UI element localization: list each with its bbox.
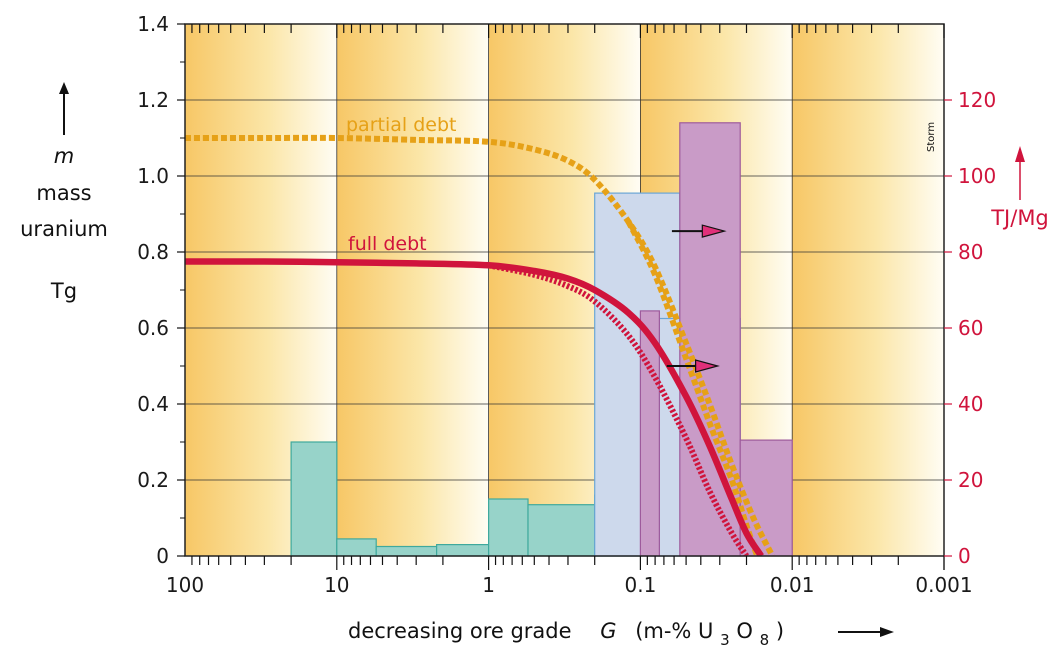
x-label-unit-open: (m-% U: [635, 619, 713, 643]
x-tick-label: 0.1: [624, 573, 656, 597]
y-left-tick-label: 0: [156, 544, 169, 568]
y-left-line1: mass: [36, 181, 91, 205]
y-right-tick-label: 40: [958, 392, 983, 416]
full-debt-label: full debt: [348, 233, 427, 255]
x-axis-ticks: 100 10 1 0.1 0.01 0.001: [166, 24, 973, 597]
x-tick-label: 1: [482, 573, 495, 597]
curve-dotted-3: [487, 262, 750, 556]
y-left-symbol: m: [54, 144, 74, 168]
curve-solid-2: [185, 258, 764, 556]
x-axis-label: decreasing ore grade G (m-% U 3 O 8 ): [348, 619, 894, 646]
teal-bar: [336, 538, 377, 557]
curve-dashed-1: [625, 220, 761, 556]
y-left-tick-label: 1.0: [137, 164, 169, 188]
x-label-main: decreasing ore grade: [348, 619, 572, 643]
up-arrowhead-icon: [59, 82, 69, 94]
x-label-sub2: 8: [760, 631, 770, 646]
right-arrowhead-icon: [880, 627, 894, 637]
teal-bar: [527, 504, 596, 557]
x-label-mid: O: [736, 619, 753, 643]
y-right-ticks: 0 20 40 60 80 100 120: [944, 88, 996, 568]
y-right-tick-label: 80: [958, 240, 983, 264]
partial-debt-label: partial debt: [346, 114, 456, 136]
teal-bar: [290, 441, 338, 557]
y-right-tick-label: 100: [958, 164, 996, 188]
x-label-text: decreasing ore grade G (m-% U 3 O 8 ): [348, 619, 784, 646]
y-left-line2: uranium: [20, 217, 108, 241]
y-left-tick-label: 0.8: [137, 240, 169, 264]
teal-bar: [436, 543, 490, 557]
up-arrowhead-right-icon: [1015, 146, 1025, 162]
shift-arrowhead: [701, 224, 727, 238]
decade-band: [336, 24, 489, 556]
y-left-ticks: 0 0.2 0.4 0.6 0.8 1.0 1.2 1.4: [137, 12, 185, 568]
x-label-unit-close: ): [776, 619, 784, 643]
y-right-label: TJ/Mg: [990, 206, 1049, 230]
y-left-tick-label: 0.6: [137, 316, 169, 340]
y-right-tick-label: 60: [958, 316, 983, 340]
decade-band: [792, 24, 944, 556]
y-left-axis-label: m mass uranium Tg: [20, 82, 108, 303]
x-tick-label: 100: [166, 573, 204, 597]
decade-background-bands: [185, 24, 944, 556]
teal-bar: [375, 545, 438, 557]
x-tick-label: 0.001: [915, 573, 972, 597]
teal-bar: [488, 498, 529, 557]
x-label-sub1: 3: [720, 631, 730, 646]
energy-debt-curves: [185, 134, 776, 556]
y-left-tick-label: 1.2: [137, 88, 169, 112]
x-tick-label: 0.01: [770, 573, 815, 597]
y-right-tick-label: 120: [958, 88, 996, 112]
y-right-tick-label: 20: [958, 468, 983, 492]
x-tick-label: 10: [324, 573, 349, 597]
y-right-tick-label: 0: [958, 544, 971, 568]
y-left-tick-label: 0.4: [137, 392, 169, 416]
credit-storm: Storm: [926, 122, 937, 152]
y-left-tick-label: 0.2: [137, 468, 169, 492]
y-left-tick-label: 1.4: [137, 12, 169, 36]
curve-dashed-0: [185, 134, 776, 556]
x-label-symbol: G: [600, 619, 616, 643]
shift-arrows: [666, 224, 727, 373]
shift-arrowhead: [695, 359, 720, 373]
y-left-unit: Tg: [50, 279, 77, 303]
y-right-axis-label: TJ/Mg: [990, 146, 1049, 230]
